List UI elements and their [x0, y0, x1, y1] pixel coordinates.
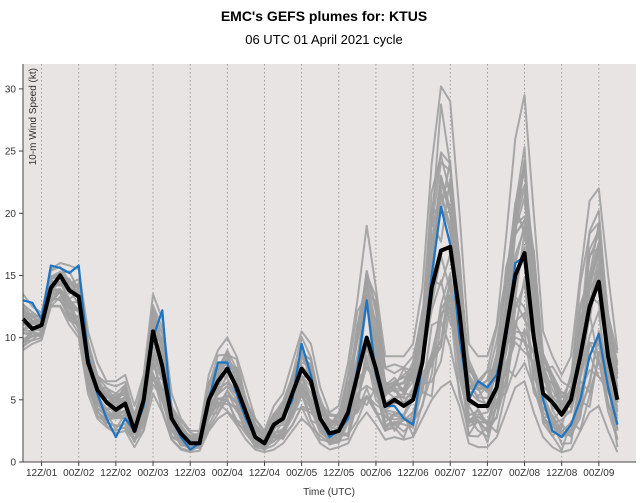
x-tick-label: 12Z/03 [175, 468, 207, 479]
y-axis-ticks: 0 5 10 15 20 25 30 [5, 84, 23, 469]
x-tick-label: 12Z/05 [323, 468, 355, 479]
x-tick-label: 00Z/02 [63, 468, 95, 479]
y-tick-label: 20 [5, 209, 17, 220]
y-axis-label: 10-m Wind Speed (kt) [28, 68, 39, 165]
member-line [22, 154, 619, 438]
member-line [22, 276, 619, 447]
chart-subtitle: 06 UTC 01 April 2021 cycle [245, 32, 403, 47]
member-line [22, 151, 619, 440]
x-tick-label: 00Z/05 [286, 468, 318, 479]
member-line [22, 295, 619, 452]
y-tick-label: 5 [10, 395, 16, 406]
plume-series [21, 205, 620, 451]
x-tick-label: 00Z/07 [435, 468, 467, 479]
x-tick-label: 00Z/03 [137, 468, 169, 479]
x-tick-label: 00Z/08 [509, 468, 541, 479]
member-line [22, 295, 619, 449]
x-tick-label: 12Z/08 [546, 468, 578, 479]
x-tick-label: 12Z/01 [26, 468, 58, 479]
mean-line [21, 244, 620, 446]
x-tick-label: 00Z/09 [583, 468, 615, 479]
y-tick-label: 10 [5, 333, 17, 344]
y-tick-label: 25 [5, 147, 17, 158]
y-tick-label: 0 [10, 458, 16, 469]
member-line [22, 85, 619, 432]
x-tick-label: 12Z/06 [398, 468, 430, 479]
member-line [22, 305, 619, 454]
x-tick-label: 12Z/04 [249, 468, 281, 479]
x-tick-label: 12Z/02 [100, 468, 132, 479]
x-tick-label: 12Z/07 [472, 468, 504, 479]
member-line [22, 161, 619, 443]
y-tick-label: 15 [5, 271, 17, 282]
chart-title: EMC's GEFS plumes for: KTUS [221, 8, 427, 24]
y-tick-label: 30 [5, 84, 17, 95]
x-axis-ticks: 12Z/01 00Z/02 12Z/02 00Z/03 12Z/03 00Z/04 12Z/… [26, 462, 615, 479]
x-tick-label: 00Z/06 [360, 468, 392, 479]
x-axis-label: Time (UTC) [303, 487, 355, 498]
x-tick-label: 00Z/04 [212, 468, 244, 479]
